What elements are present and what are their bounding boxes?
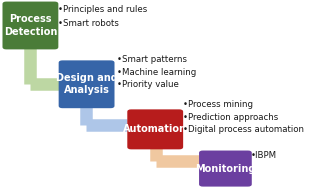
Text: •Principles and rules: •Principles and rules [58, 5, 147, 14]
Text: •Smart patterns: •Smart patterns [117, 55, 187, 64]
Text: Monitoring: Monitoring [195, 163, 256, 174]
Text: •Machine learning: •Machine learning [117, 68, 196, 77]
Text: Automation: Automation [123, 124, 187, 134]
Text: •Priority value: •Priority value [117, 80, 179, 89]
FancyBboxPatch shape [127, 109, 183, 149]
FancyBboxPatch shape [2, 2, 58, 49]
Text: •Smart robots: •Smart robots [58, 19, 119, 28]
Text: •Prediction approachs: •Prediction approachs [183, 113, 278, 122]
Text: •Digital process automation: •Digital process automation [183, 125, 304, 134]
FancyBboxPatch shape [59, 60, 115, 108]
Text: •Process mining: •Process mining [183, 100, 252, 109]
FancyBboxPatch shape [199, 151, 252, 187]
Text: •IBPM: •IBPM [251, 151, 277, 160]
Text: Design and
Analysis: Design and Analysis [56, 73, 117, 95]
Text: Process
Detection: Process Detection [4, 14, 57, 37]
